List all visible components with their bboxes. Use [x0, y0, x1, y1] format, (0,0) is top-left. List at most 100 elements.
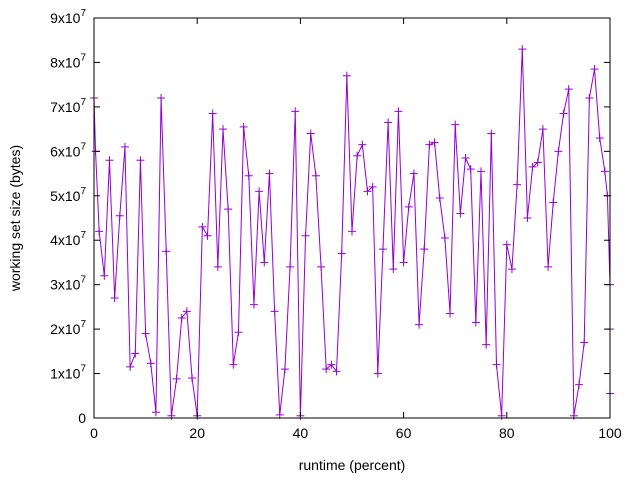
data-point	[559, 109, 568, 118]
x-tick-label: 80	[499, 425, 515, 441]
y-tick-mantissa: 5x10	[50, 188, 81, 204]
data-point	[528, 162, 537, 171]
data-point	[471, 318, 480, 327]
data-point	[342, 71, 351, 80]
data-point	[399, 258, 408, 267]
y-tick-label: 7x107	[50, 97, 86, 115]
data-point	[451, 120, 460, 129]
y-axis: 01x1072x1073x1074x1075x1076x1077x1078x10…	[50, 8, 610, 426]
data-point	[270, 307, 279, 316]
data-point	[389, 265, 398, 274]
y-tick-exponent: 7	[80, 319, 86, 330]
y-tick-label: 3x107	[50, 275, 86, 293]
data-point	[446, 309, 455, 318]
data-point	[105, 156, 114, 165]
data-point	[100, 271, 109, 280]
data-point	[358, 140, 367, 149]
data-point	[224, 205, 233, 214]
data-point	[188, 374, 197, 382]
data-point	[141, 329, 150, 338]
data-point	[378, 245, 387, 254]
data-point	[348, 227, 356, 236]
data-point	[203, 231, 212, 240]
x-axis: 0 20 40 60 80 100	[90, 18, 622, 441]
y-tick-exponent: 7	[80, 52, 86, 63]
data-point	[146, 359, 155, 368]
data-point	[115, 211, 124, 220]
y-tick-label: 6x107	[50, 141, 86, 159]
plot-frame	[93, 17, 611, 419]
y-tick-mantissa: 1x10	[50, 366, 81, 382]
y-tick-label: 8x107	[50, 52, 86, 70]
x-tick-label: 0	[90, 425, 98, 441]
data-point	[131, 349, 140, 358]
x-axis-title: runtime (percent)	[299, 457, 406, 473]
data-point	[311, 171, 320, 180]
y-tick-mantissa: 0	[78, 410, 86, 426]
data-point	[554, 147, 563, 156]
data-point	[110, 294, 119, 302]
data-point	[363, 187, 372, 196]
data-point	[409, 169, 418, 178]
data-point	[466, 165, 475, 174]
data-point	[322, 365, 331, 374]
y-tick-mantissa: 2x10	[50, 321, 81, 337]
y-tick-label: 4x107	[50, 230, 86, 248]
data-point	[533, 158, 542, 167]
y-tick-mantissa: 3x10	[50, 277, 81, 293]
data-point	[394, 107, 403, 116]
data-point	[208, 109, 217, 118]
data-point	[456, 209, 465, 218]
data-point	[219, 125, 227, 134]
data-point	[229, 360, 238, 369]
data-point	[332, 367, 341, 376]
data-point	[151, 408, 160, 417]
data-point	[415, 320, 424, 329]
y-tick-label: 2x107	[50, 319, 86, 337]
data-point	[136, 156, 145, 165]
data-point	[487, 129, 496, 138]
data-point	[198, 222, 207, 231]
data-point	[580, 338, 589, 347]
y-tick-label: 1x107	[50, 364, 86, 382]
y-tick-mantissa: 9x10	[50, 10, 81, 26]
data-point	[600, 167, 609, 176]
data-point	[291, 107, 300, 116]
data-point	[234, 328, 243, 337]
y-tick-exponent: 7	[80, 97, 86, 108]
data-point	[404, 202, 413, 211]
data-point	[353, 151, 362, 160]
data-point	[286, 262, 295, 271]
y-tick-mantissa: 8x10	[50, 54, 81, 70]
data-point	[425, 140, 434, 149]
data-point	[461, 154, 470, 162]
data-point	[177, 314, 186, 322]
data-point	[435, 194, 444, 202]
data-point	[368, 182, 377, 191]
data-point	[327, 360, 336, 369]
data-point	[492, 360, 501, 369]
data-point	[306, 129, 315, 138]
y-tick-exponent: 7	[80, 230, 86, 241]
data-point	[244, 171, 253, 180]
y-tick-exponent: 7	[80, 275, 86, 286]
data-point	[172, 374, 181, 383]
y-tick-exponent: 7	[80, 186, 86, 197]
data-point	[538, 125, 547, 134]
data-point	[384, 118, 393, 127]
data-point	[590, 65, 599, 74]
data-point	[420, 245, 429, 254]
data-point	[518, 45, 527, 54]
data-point	[373, 369, 382, 378]
y-tick-mantissa: 6x10	[50, 143, 81, 159]
data-point	[120, 142, 129, 151]
x-tick-label: 40	[293, 425, 309, 441]
x-tick-label: 100	[598, 425, 622, 441]
y-tick-label: 0	[78, 410, 86, 426]
data-point	[513, 180, 522, 189]
series-layer	[90, 45, 614, 420]
data-point	[523, 214, 532, 222]
data-point	[440, 234, 449, 242]
data-point	[162, 247, 171, 256]
